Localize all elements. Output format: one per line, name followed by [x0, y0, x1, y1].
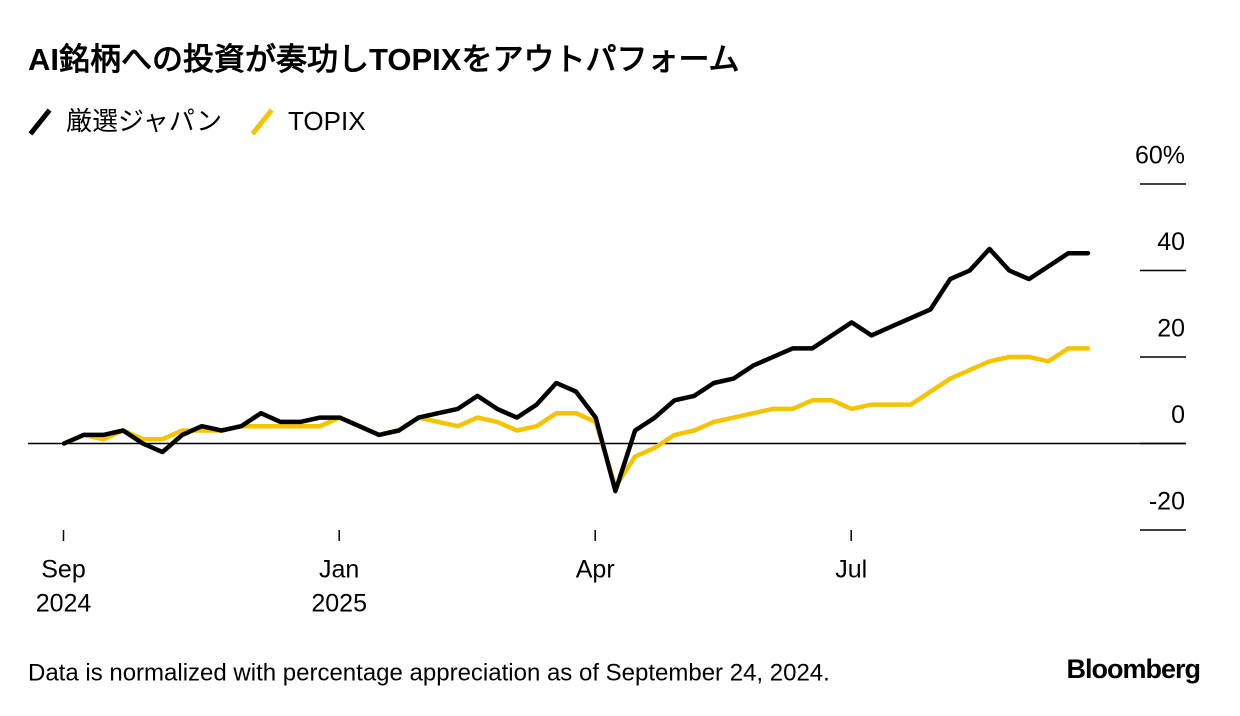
series-line: [61, 246, 1091, 494]
x-tick-label: Jan: [319, 556, 359, 584]
x-tick-label: Jul: [835, 556, 867, 584]
source-logo: Bloomberg: [1066, 654, 1200, 684]
y-tick-label: 20: [1157, 315, 1185, 343]
x-tick-label: Sep: [41, 556, 85, 584]
y-tick-label: 40: [1157, 228, 1185, 256]
chart-title: AI銘柄への投資が奏功しTOPIXをアウトパフォーム: [28, 42, 740, 77]
x-tick-label: Apr: [576, 556, 615, 584]
x-tick-year: 2024: [36, 590, 92, 618]
y-tick-label: -20: [1149, 488, 1185, 516]
legend-label: 厳選ジャパン: [66, 106, 222, 136]
legend-label: TOPIX: [288, 106, 366, 136]
y-tick-label: 0: [1171, 401, 1185, 429]
footnote: Data is normalized with percentage appre…: [28, 659, 830, 686]
legend-swatch: [28, 108, 52, 136]
series-line: [61, 346, 1091, 490]
x-tick-year: 2025: [311, 590, 367, 618]
legend-swatch: [250, 108, 274, 136]
y-tick-label: 60%: [1135, 142, 1185, 170]
